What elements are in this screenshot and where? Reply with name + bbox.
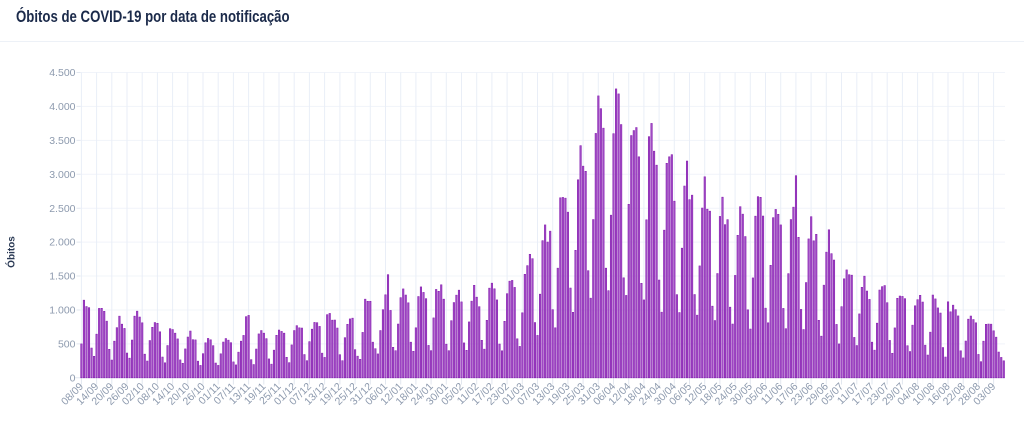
svg-text:1.500: 1.500 [49, 271, 75, 283]
svg-text:3.000: 3.000 [49, 169, 75, 181]
svg-text:2.500: 2.500 [49, 203, 75, 215]
svg-text:4.000: 4.000 [49, 101, 75, 113]
svg-text:500: 500 [58, 339, 76, 351]
svg-text:3.500: 3.500 [49, 135, 75, 147]
svg-text:0: 0 [70, 372, 76, 384]
svg-text:2.000: 2.000 [49, 237, 75, 249]
svg-text:Óbitos: Óbitos [5, 236, 18, 268]
svg-text:4.500: 4.500 [49, 67, 75, 79]
svg-text:1.000: 1.000 [49, 305, 75, 317]
